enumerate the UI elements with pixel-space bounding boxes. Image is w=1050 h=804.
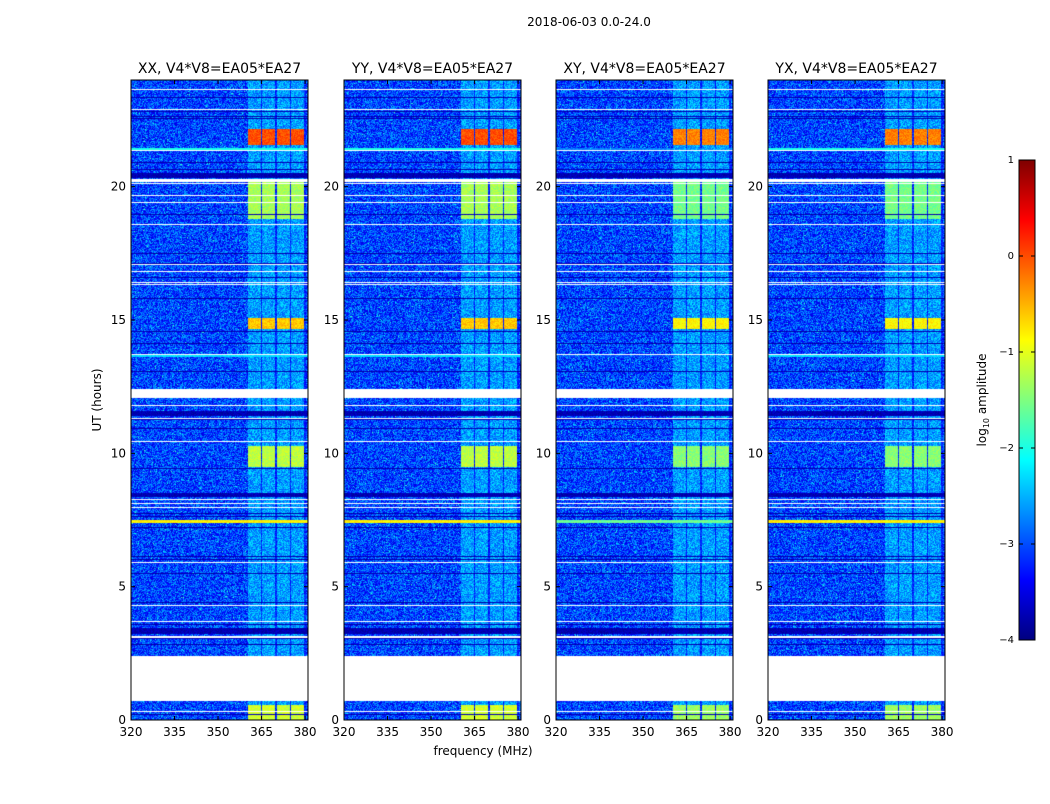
x-tick-label: 335 <box>376 725 399 739</box>
x-tick-label: 380 <box>294 725 317 739</box>
y-tick-label: 5 <box>331 580 339 594</box>
x-tick-label: 365 <box>250 725 273 739</box>
y-tick-label: 20 <box>324 180 339 194</box>
figure-suptitle: 2018-06-03 0.0-24.0 <box>527 15 651 29</box>
colorbar: 10−1−2−3−4 log10 amplitude <box>975 155 1036 646</box>
colorbar-tick-label: −4 <box>999 635 1014 646</box>
y-tick-label: 5 <box>118 580 126 594</box>
colorbar-tick-label: −2 <box>999 443 1014 454</box>
y-tick-label: 15 <box>324 313 339 327</box>
y-tick-label: 15 <box>748 313 763 327</box>
y-tick-label: 20 <box>111 180 126 194</box>
panel-frame <box>767 79 946 721</box>
panel-title: YX, V4*V8=EA05*EA27 <box>774 61 937 77</box>
colorbar-gradient <box>1018 159 1036 641</box>
y-tick-label: 0 <box>331 713 339 727</box>
x-tick-label: 380 <box>931 725 954 739</box>
x-tick-label: 350 <box>632 725 655 739</box>
panels-group: XX, V4*V8=EA05*EA27 320 335 350 365 380 0 5 10 15… <box>111 61 954 739</box>
panel-xx: XX, V4*V8=EA05*EA27 320 335 350 365 380 0 5 10 15… <box>111 61 317 739</box>
panel-title: XX, V4*V8=EA05*EA27 <box>138 61 301 77</box>
colorbar-label-sub: 10 <box>982 418 991 428</box>
x-tick-label: 335 <box>800 725 823 739</box>
y-tick-label: 20 <box>748 180 763 194</box>
y-tick-label: 10 <box>111 446 126 460</box>
y-tick-label: 0 <box>755 713 763 727</box>
y-axis-label: UT (hours) <box>90 368 104 431</box>
panel-frame <box>555 79 734 721</box>
x-tick-label: 335 <box>588 725 611 739</box>
x-tick-label: 365 <box>675 725 698 739</box>
y-tick-label: 10 <box>536 446 551 460</box>
colorbar-tick-label: −1 <box>999 347 1014 358</box>
y-tick-label: 0 <box>543 713 551 727</box>
x-tick-label: 320 <box>757 725 780 739</box>
panel-yy: YY, V4*V8=EA05*EA27 320 335 350 365 380 0 5 10 15… <box>324 61 530 739</box>
colorbar-ticks: 1 0 −1 −2 −3 −4 <box>999 155 1035 646</box>
colorbar-tick-label: −3 <box>999 539 1014 550</box>
colorbar-tick-label: 0 <box>1008 251 1014 262</box>
x-tick-label: 365 <box>463 725 486 739</box>
panel-heatmap-yy <box>344 80 521 720</box>
y-tick-label: 10 <box>748 446 763 460</box>
panel-title: YY, V4*V8=EA05*EA27 <box>351 61 513 77</box>
y-tick-label: 15 <box>111 313 126 327</box>
x-tick-label: 320 <box>333 725 356 739</box>
y-tick-label: 0 <box>118 713 126 727</box>
y-tick-label: 10 <box>324 446 339 460</box>
x-tick-label: 380 <box>719 725 742 739</box>
x-tick-label: 350 <box>844 725 867 739</box>
x-tick-label: 320 <box>120 725 143 739</box>
panel-heatmap-xy <box>556 80 733 720</box>
y-tick-label: 5 <box>755 580 763 594</box>
panel-heatmap-yx <box>768 80 945 720</box>
y-tick-label: 15 <box>536 313 551 327</box>
panel-title: XY, V4*V8=EA05*EA27 <box>563 61 725 77</box>
x-tick-label: 335 <box>163 725 186 739</box>
y-tick-label: 5 <box>543 580 551 594</box>
colorbar-label-rest: amplitude <box>975 354 989 418</box>
colorbar-tick-label: 1 <box>1008 155 1014 166</box>
panel-xy: XY, V4*V8=EA05*EA27 320 335 350 365 380 0 5 10 15… <box>536 61 742 739</box>
colorbar-label-base: log <box>975 428 989 446</box>
panel-yx: YX, V4*V8=EA05*EA27 320 335 350 365 380 0 5 10 15… <box>748 61 954 739</box>
x-tick-label: 350 <box>207 725 230 739</box>
panel-frame <box>343 79 522 721</box>
x-tick-label: 380 <box>507 725 530 739</box>
x-axis-label: frequency (MHz) <box>433 744 532 758</box>
colorbar-label: log10 amplitude <box>975 354 991 447</box>
x-tick-label: 350 <box>420 725 443 739</box>
panel-frame <box>130 79 309 721</box>
x-tick-label: 320 <box>545 725 568 739</box>
panel-heatmap-xx <box>131 80 308 720</box>
x-tick-label: 365 <box>887 725 910 739</box>
y-tick-label: 20 <box>536 180 551 194</box>
